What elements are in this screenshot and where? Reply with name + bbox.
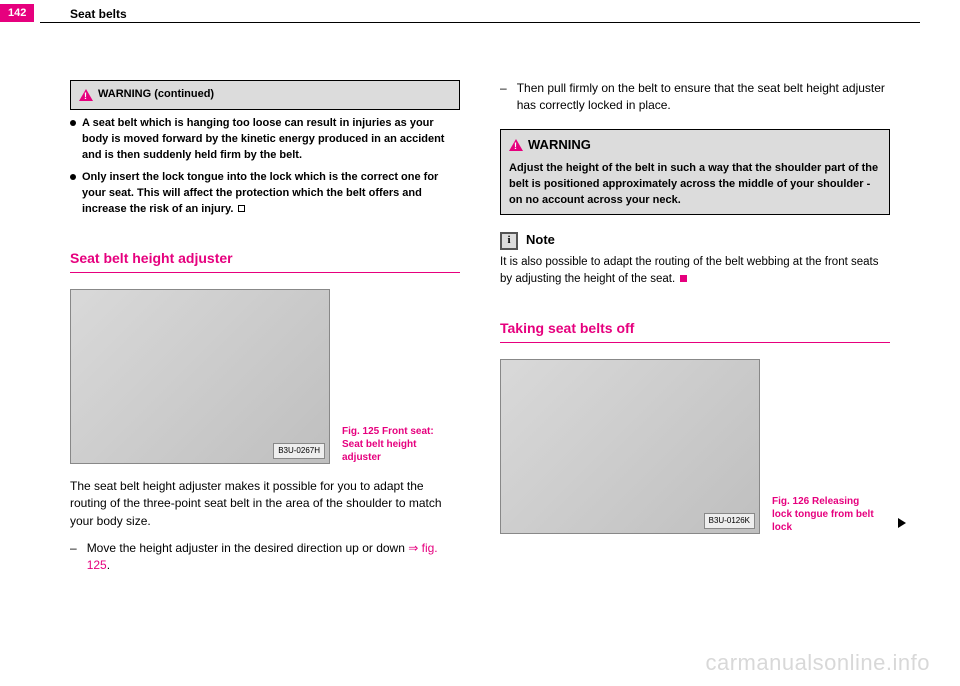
section-heading-adjuster: Seat belt height adjuster: [70, 248, 460, 268]
figure-126-row: B3U-0126K Fig. 126 Releasing lock tongue…: [500, 359, 890, 534]
warning-bullet-1-text: A seat belt which is hanging too loose c…: [82, 116, 460, 164]
note-label: Note: [526, 231, 555, 250]
warning-continued-title-row: WARNING (continued): [79, 87, 451, 103]
warning-continued-box: WARNING (continued): [70, 80, 460, 110]
continuation-arrow-icon: [898, 518, 906, 528]
figure-125-caption-b: Seat belt height adjuster: [342, 439, 416, 463]
adjuster-intro-paragraph: The seat belt height adjuster makes it p…: [70, 478, 460, 530]
warning-bullet-1: A seat belt which is hanging too loose c…: [70, 116, 460, 164]
figure-126-caption-b: lock tongue from belt lock: [772, 509, 874, 533]
step-1-text: Move the height adjuster in the desired …: [87, 540, 460, 575]
section-rule: [500, 342, 890, 343]
figure-125-code: B3U-0267H: [273, 443, 325, 459]
figure-126-caption-a: Fig. 126 Releasing: [772, 496, 859, 507]
dash-marker: –: [500, 80, 507, 115]
note-body: It is also possible to adapt the routing…: [500, 254, 890, 287]
warning-body: Adjust the height of the belt in such a …: [509, 161, 881, 209]
figure-125-row: B3U-0267H Fig. 125 Front seat: Seat belt…: [70, 289, 460, 464]
page-number-tab: 142: [0, 4, 34, 22]
warning-continued-body: A seat belt which is hanging too loose c…: [70, 116, 460, 218]
section-end-marker: [680, 275, 687, 282]
right-column: – Then pull firmly on the belt to ensure…: [500, 80, 890, 636]
info-icon: i: [500, 232, 518, 250]
two-column-layout: WARNING (continued) A seat belt which is…: [70, 80, 890, 636]
step-2: – Then pull firmly on the belt to ensure…: [500, 80, 890, 115]
warning-bullet-2-text: Only insert the lock tongue into the loc…: [82, 170, 460, 218]
page-number: 142: [8, 7, 26, 19]
bullet-dot-icon: [70, 120, 76, 126]
warning-box: WARNING Adjust the height of the belt in…: [500, 129, 890, 216]
dash-marker: –: [70, 540, 77, 575]
figure-126-caption: Fig. 126 Releasing lock tongue from belt…: [772, 495, 882, 534]
section-end-marker: [238, 205, 245, 212]
watermark: carmanualsonline.info: [705, 650, 930, 676]
left-column: WARNING (continued) A seat belt which is…: [70, 80, 460, 636]
figure-126-image: B3U-0126K: [500, 359, 760, 534]
warning-title: WARNING: [528, 136, 591, 155]
bullet-dot-icon: [70, 174, 76, 180]
warning-continued-title: WARNING (continued): [98, 87, 214, 103]
section-rule: [70, 272, 460, 273]
header-rule: [40, 22, 920, 23]
warning-triangle-icon: [509, 139, 523, 151]
figure-125-caption-a: Fig. 125 Front seat:: [342, 426, 434, 437]
warning-bullet-2: Only insert the lock tongue into the loc…: [70, 170, 460, 218]
warning-title-row: WARNING: [509, 136, 881, 155]
warning-triangle-icon: [79, 89, 93, 101]
figure-125-caption: Fig. 125 Front seat: Seat belt height ad…: [342, 425, 452, 464]
figure-125-image: B3U-0267H: [70, 289, 330, 464]
step-1: – Move the height adjuster in the desire…: [70, 540, 460, 575]
section-heading-taking-off: Taking seat belts off: [500, 318, 890, 338]
note-heading-row: i Note: [500, 231, 890, 250]
running-head: Seat belts: [70, 7, 127, 21]
step-2-text: Then pull firmly on the belt to ensure t…: [517, 80, 890, 115]
figure-126-code: B3U-0126K: [704, 513, 755, 529]
